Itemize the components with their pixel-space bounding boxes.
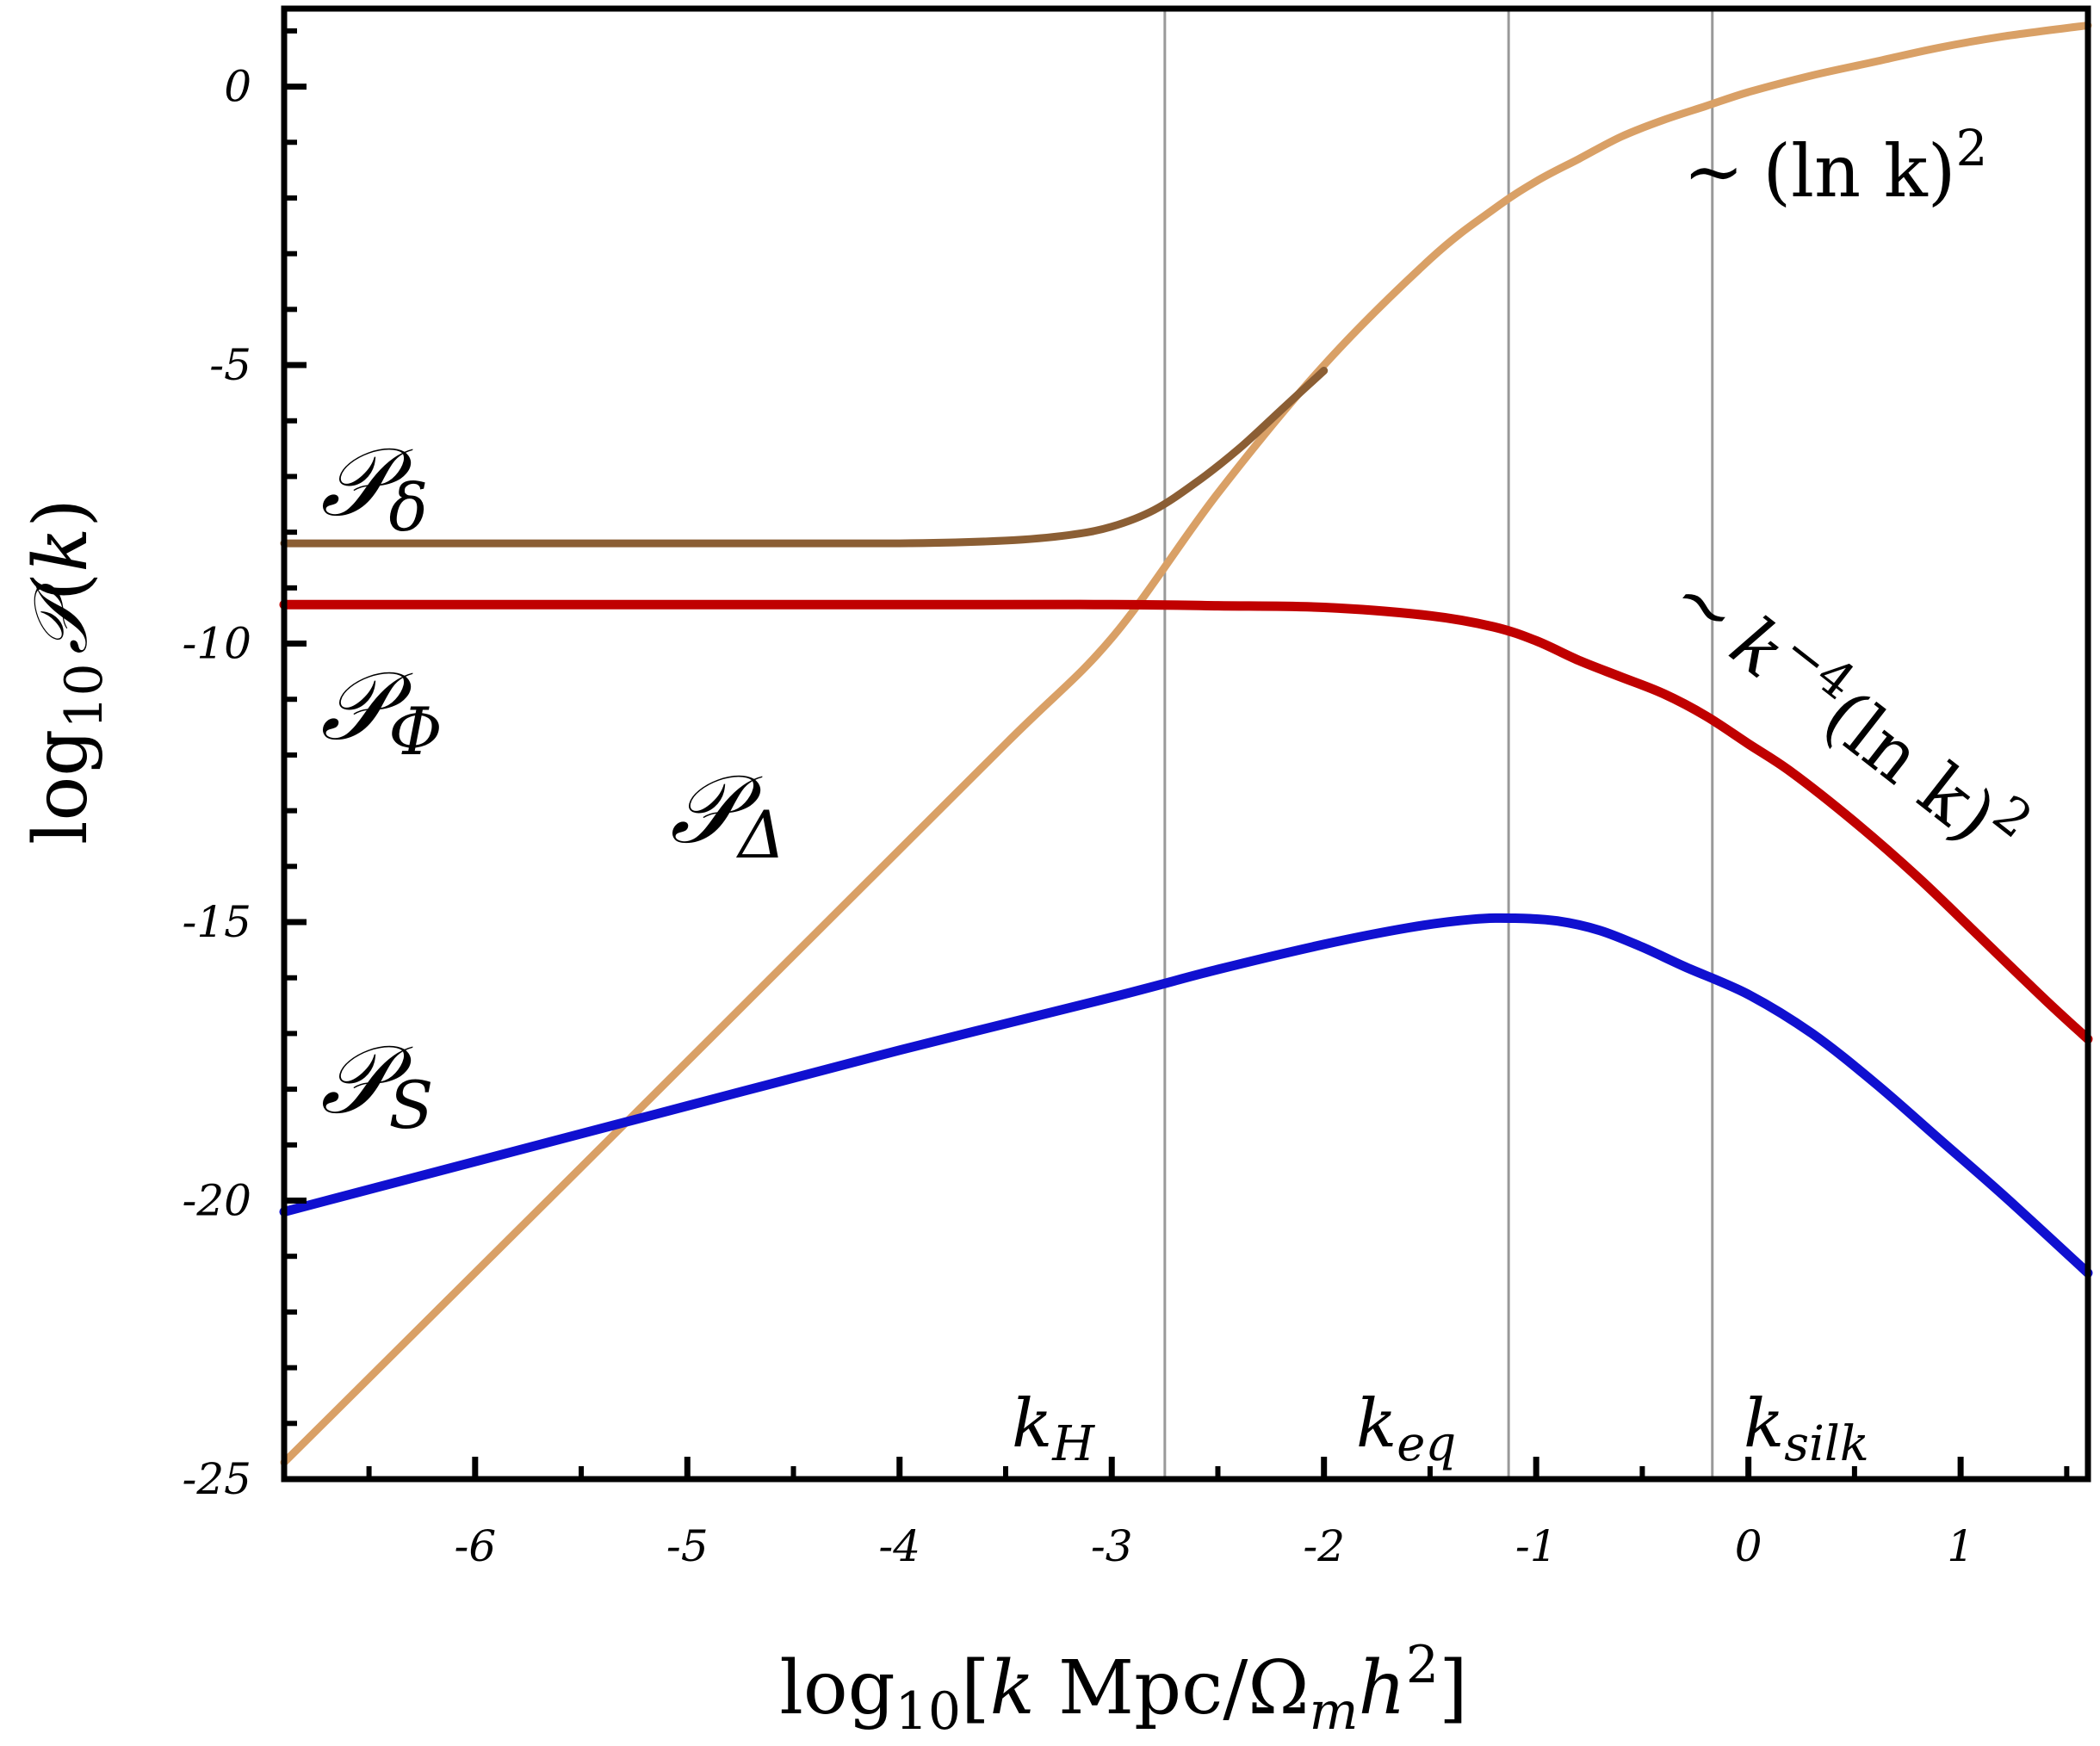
axis-ticks — [284, 28, 2070, 1483]
x-tick-label-5: -1 — [1515, 1521, 1558, 1571]
x-tick-label-6: 0 — [1735, 1521, 1762, 1571]
ksilk-label: ksilk — [1744, 1385, 1869, 1472]
x-axis-title: log10[k Mpc/Ωmh2] — [779, 1635, 1467, 1742]
series-line-3 — [279, 913, 2093, 1279]
plot-frame — [281, 5, 2091, 1483]
reference-line-labels: kH keq ksilk — [1012, 1385, 1869, 1472]
series-line-2 — [280, 21, 2092, 1467]
x-tick-label-3: -3 — [1091, 1521, 1133, 1571]
series-group — [279, 21, 2093, 1467]
y-tick-label-5: 0 — [224, 62, 251, 112]
y-tick-label-3: -10 — [182, 619, 251, 669]
y-tick-label-2: -15 — [182, 897, 251, 947]
y-tick-label-4: -5 — [209, 340, 251, 390]
x-tick-label-0: -6 — [454, 1521, 496, 1571]
x-tick-label-1: -5 — [666, 1521, 709, 1571]
annotation-ln-k-squared: ∼ (ln k)2 — [1683, 119, 1987, 214]
x-tick-label-7: 1 — [1947, 1521, 1974, 1571]
keq-label: keq — [1356, 1385, 1456, 1472]
kH-label: kH — [1012, 1385, 1095, 1472]
x-tick-label-4: -2 — [1303, 1521, 1345, 1571]
y-axis-title: log10𝒫(k) — [18, 498, 115, 845]
series-line-1 — [279, 599, 2093, 1044]
y-tick-label-0: -25 — [182, 1454, 251, 1504]
axis-tick-labels: -6 -5 -4 -3 -2 -1 0 1-25-20-15-10-50 — [182, 62, 1974, 1571]
series-line-0 — [280, 367, 1329, 548]
x-tick-label-2: -4 — [878, 1521, 920, 1571]
reference-lines — [1163, 9, 1714, 1479]
y-tick-label-1: -20 — [182, 1176, 251, 1226]
series-label-p-phi: 𝒫Φ — [320, 651, 443, 770]
